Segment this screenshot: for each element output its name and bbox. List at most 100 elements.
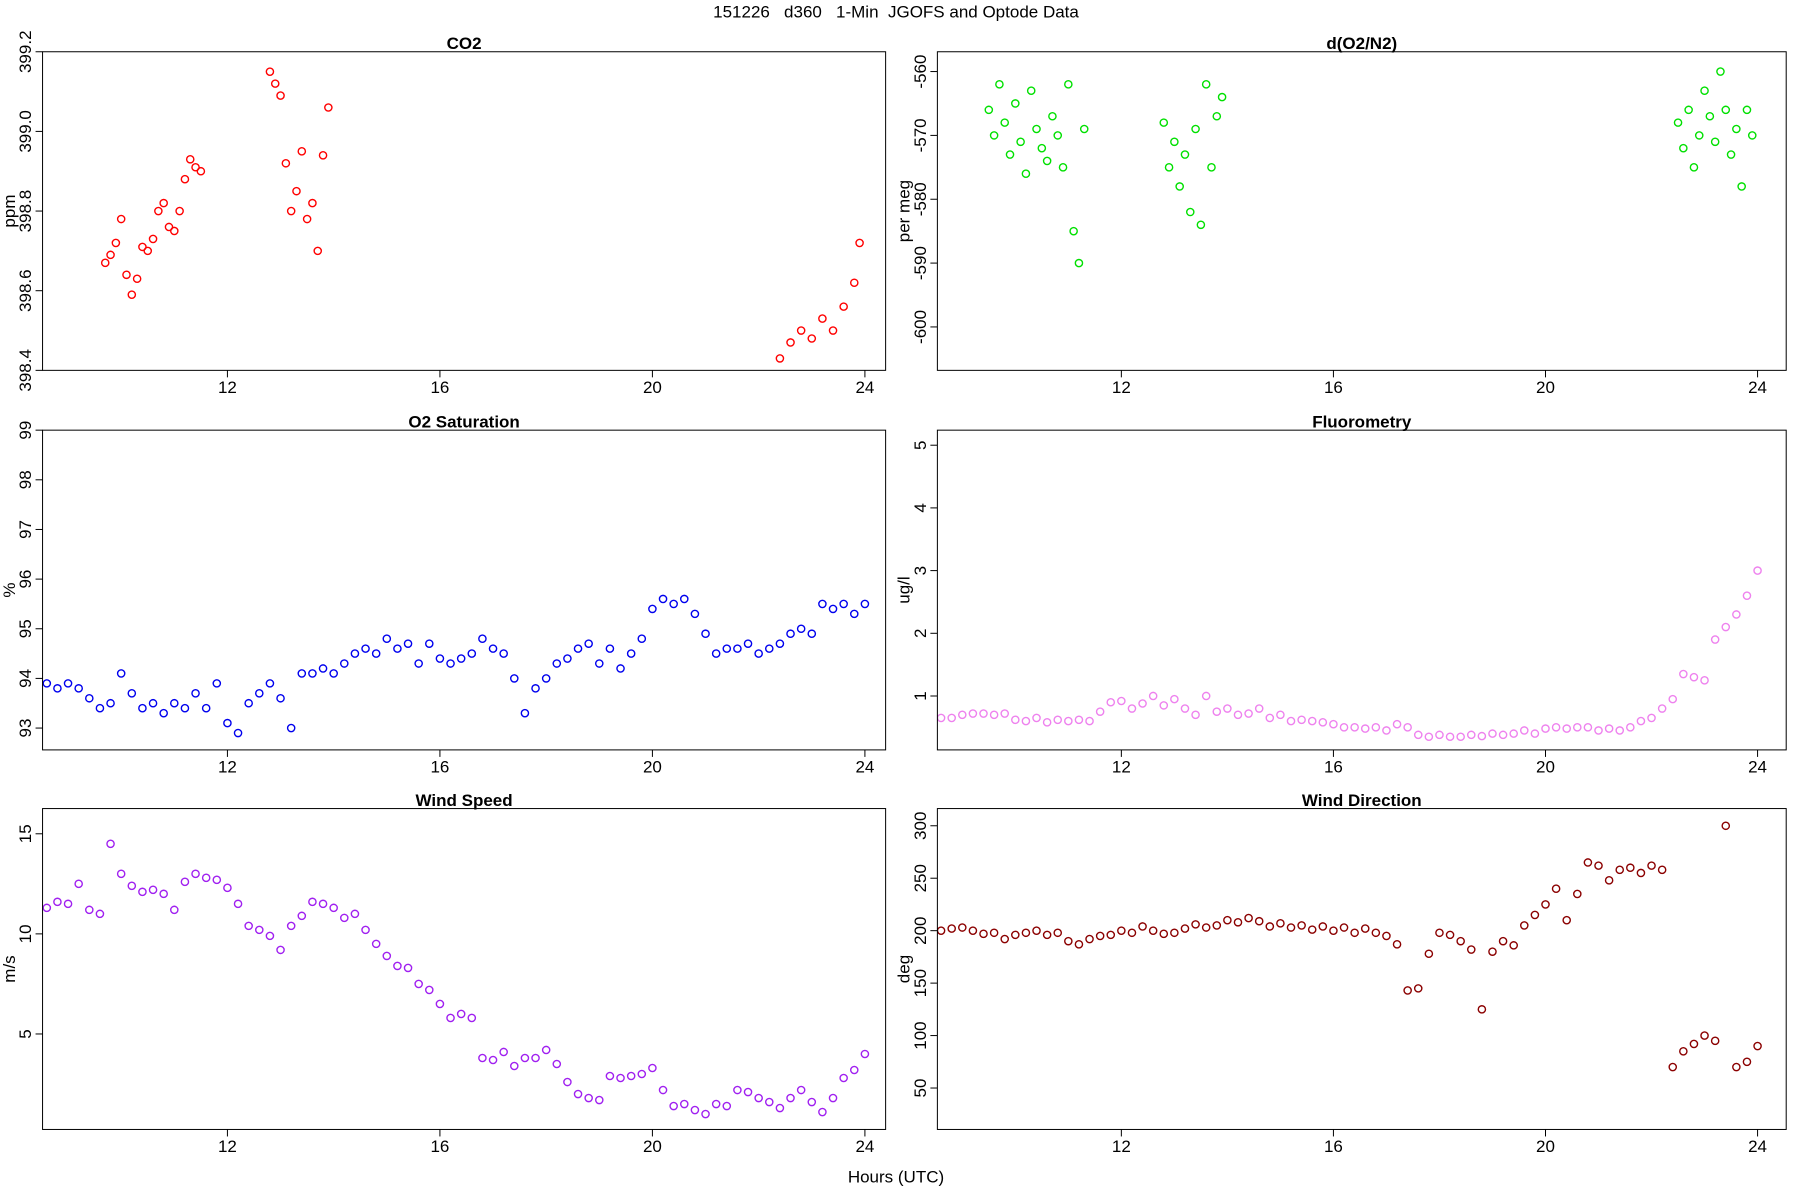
data-point	[127, 881, 137, 891]
data-point	[244, 698, 253, 708]
data-point	[796, 624, 806, 634]
data-point	[254, 925, 264, 935]
plot-points	[984, 67, 1757, 268]
data-point	[786, 629, 795, 639]
plot-points	[937, 566, 1762, 742]
data-point	[1180, 150, 1190, 159]
data-point	[308, 897, 317, 907]
data-point	[1551, 723, 1561, 732]
data-point	[180, 174, 190, 184]
data-point	[1276, 710, 1285, 720]
data-point	[1212, 111, 1222, 121]
y-tick-label: 100	[911, 1021, 930, 1049]
x-tick-label: 24	[855, 757, 874, 776]
data-point	[1721, 105, 1731, 115]
data-point	[1138, 922, 1147, 931]
data-point	[541, 1045, 551, 1055]
data-point	[286, 921, 296, 931]
y-tick-label: 10	[16, 924, 35, 943]
data-point	[1753, 566, 1762, 575]
data-point	[1207, 163, 1216, 172]
data-point	[1689, 163, 1699, 172]
data-point	[446, 1013, 455, 1023]
data-point	[743, 639, 753, 648]
data-point	[1721, 622, 1731, 632]
data-point	[1615, 865, 1625, 875]
data-point	[1562, 915, 1572, 925]
data-point	[1148, 691, 1158, 701]
data-point	[159, 198, 168, 208]
data-point	[1053, 131, 1063, 140]
x-tick-label: 12	[1112, 1137, 1131, 1156]
data-point	[1032, 124, 1041, 134]
y-tick-label: 150	[911, 969, 930, 997]
y-tick-label: 300	[911, 812, 930, 840]
panel: Wind Direction deg 12 16 20 24 50 100 150 200 250 3…	[895, 791, 1787, 1156]
plot-points	[42, 839, 870, 1119]
data-point	[292, 186, 301, 196]
y-axis-label: m/s	[0, 955, 19, 982]
data-point	[573, 1089, 583, 1099]
data-point	[520, 1053, 530, 1063]
data-point	[170, 905, 179, 915]
plot-frame	[42, 51, 887, 371]
data-point	[584, 639, 593, 648]
data-point	[1244, 913, 1253, 923]
x-tick-label: 12	[1112, 757, 1131, 776]
data-point	[1737, 182, 1746, 191]
y-tick-label: -580	[911, 182, 930, 216]
data-point	[995, 80, 1004, 89]
data-point	[1297, 921, 1306, 930]
data-point	[1021, 169, 1031, 179]
panel: Wind Speed m/s 12 16 20 24 5 10 15	[0, 791, 887, 1156]
data-point	[1647, 713, 1656, 723]
data-point	[456, 654, 466, 663]
data-point	[1742, 591, 1752, 600]
data-point	[233, 899, 243, 909]
data-point	[1350, 723, 1359, 732]
data-point	[1000, 709, 1010, 718]
panel: d(O2/N2) per meg 12 16 20 24 -600 -590 -580 -570 -…	[895, 34, 1787, 397]
data-point	[849, 609, 859, 619]
data-point	[180, 703, 190, 713]
data-point	[1106, 697, 1116, 707]
data-point	[1254, 916, 1264, 926]
data-point	[1005, 150, 1015, 159]
x-tick-label: 20	[643, 757, 662, 776]
data-point	[839, 302, 848, 311]
data-point	[265, 931, 275, 941]
data-point	[1191, 920, 1200, 929]
data-point	[1223, 915, 1232, 925]
x-tick-label: 20	[1536, 1137, 1555, 1156]
x-tick-label: 16	[430, 378, 449, 397]
data-point	[435, 654, 445, 663]
data-point	[658, 594, 668, 604]
data-point	[743, 1087, 753, 1097]
data-point	[947, 924, 956, 933]
data-point	[1212, 921, 1222, 930]
y-tick-label: 97	[16, 520, 35, 539]
data-point	[733, 644, 742, 653]
data-point	[968, 926, 978, 935]
data-point	[201, 873, 211, 883]
data-point	[85, 693, 94, 703]
data-point	[1392, 940, 1402, 949]
data-point	[937, 926, 946, 935]
data-point	[1339, 723, 1349, 732]
data-point	[563, 654, 572, 663]
data-point	[1095, 931, 1105, 941]
x-tick-label: 16	[430, 1137, 449, 1156]
data-point	[499, 649, 508, 658]
data-point	[1371, 928, 1381, 938]
data-point	[1710, 1036, 1720, 1046]
data-point	[839, 1073, 848, 1083]
data-point	[313, 246, 323, 256]
data-point	[1032, 926, 1041, 935]
data-point	[722, 644, 732, 653]
data-point	[733, 1085, 742, 1095]
data-point	[1413, 730, 1423, 740]
data-point	[796, 1085, 806, 1095]
data-point	[116, 669, 126, 678]
data-point	[1307, 925, 1317, 934]
